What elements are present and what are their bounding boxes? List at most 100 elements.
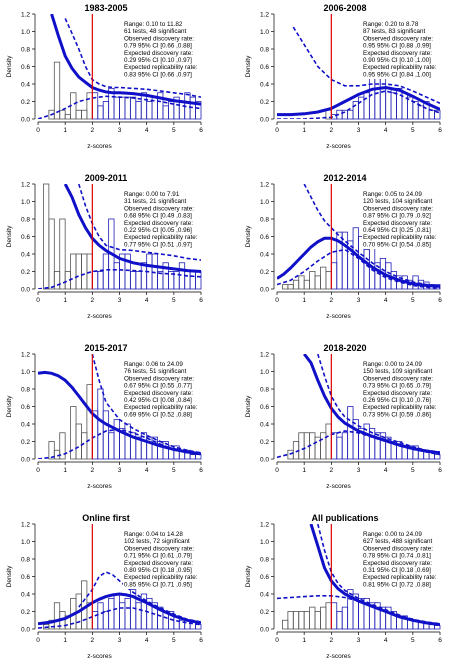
y-tick-label: 0.6 — [21, 64, 30, 71]
stats-line: 0.90 95% CI [0.10 ,1.00] — [363, 57, 431, 64]
panel-7: Online first 0 1 2 3 4 5 6 0.0 0.2 0.4 0.6 0.8 1.0 1.2… — [6, 513, 203, 660]
histogram-bar — [157, 271, 164, 290]
histogram-bar — [64, 114, 71, 120]
stats-line: 0.22 95% CI [0.05 ,0.96] — [124, 227, 192, 234]
stats-line: Range: 0.00 to 7.91 — [124, 191, 180, 198]
ci-lower-curve — [38, 95, 201, 119]
ci-lower-curve — [38, 269, 201, 289]
stats-line: Range: 0.00 to 24.09 — [363, 361, 422, 368]
y-tick-label: 1.2 — [21, 351, 30, 358]
y-tick-label: 1.0 — [260, 29, 269, 36]
histogram-bar — [102, 253, 110, 290]
y-tick-label: 0.6 — [21, 404, 30, 411]
stats-line: 150 tests, 109 significant — [363, 368, 433, 375]
histogram-bar — [309, 606, 316, 630]
histogram-bar — [113, 419, 120, 460]
stats-line: 0.83 95% CI [0.66 ,0.97] — [124, 71, 192, 78]
stats-line: Expected replicability rate: — [124, 574, 198, 581]
x-tick-label: 1 — [302, 637, 306, 644]
y-tick-label: 0.6 — [260, 574, 269, 581]
y-tick-label: 1.0 — [260, 199, 269, 206]
histogram-bar — [135, 101, 142, 120]
x-tick-label: 2 — [91, 127, 95, 134]
stats-line: 0.70 95% CI [0.54 ,0.85] — [363, 241, 431, 248]
histogram-bar — [53, 61, 61, 120]
x-tick-label: 0 — [36, 127, 40, 134]
x-tick-label: 4 — [145, 127, 149, 134]
histogram-bar — [379, 74, 387, 120]
y-axis-label: Density — [6, 565, 13, 587]
y-tick-label: 1.2 — [260, 181, 269, 188]
histogram-bar — [113, 593, 120, 630]
histogram-bar — [341, 109, 349, 120]
y-tick-label: 0.2 — [21, 269, 30, 276]
x-tick-label: 6 — [199, 637, 203, 644]
histogram-bar — [53, 271, 61, 290]
stats-line: 0.73 95% CI [0.59 ,0.86] — [363, 411, 431, 418]
y-tick-label: 0.4 — [21, 81, 30, 88]
stats-line: Observed discovery rate: — [363, 375, 433, 382]
x-tick-label: 1 — [63, 637, 67, 644]
ci-upper-curve — [64, 18, 201, 98]
histogram-bar — [434, 109, 441, 120]
stats-line: Range: 0.10 to 11.82 — [124, 21, 183, 28]
histogram-bar — [184, 271, 191, 290]
y-tick-label: 0.4 — [260, 251, 269, 258]
fitted-density-curve — [38, 370, 201, 456]
histogram-bar — [189, 454, 196, 460]
histogram-bar — [81, 109, 88, 120]
y-tick-label: 0.8 — [21, 556, 30, 563]
y-axis-label: Density — [6, 55, 13, 77]
x-tick-label: 6 — [199, 297, 203, 304]
x-tick-label: 0 — [275, 127, 279, 134]
histogram-bar — [91, 271, 99, 290]
stats-line: Expected replicability rate: — [363, 404, 437, 411]
y-tick-label: 0.0 — [21, 456, 30, 463]
histogram-bar — [178, 101, 186, 120]
stats-line: Range: 0.06 to 24.09 — [124, 361, 183, 368]
histogram-bar — [81, 432, 88, 460]
histogram-bar — [135, 271, 142, 290]
y-axis-label: Density — [245, 565, 252, 587]
histogram-bar — [75, 109, 82, 120]
y-tick-label: 0.4 — [21, 591, 30, 598]
y-tick-label: 1.2 — [260, 351, 269, 358]
histogram-bar — [91, 92, 99, 120]
histogram-bar — [195, 454, 202, 460]
stats-line: Expected discovery rate: — [363, 560, 432, 567]
x-tick-label: 3 — [357, 127, 361, 134]
stats-line: Observed discovery rate: — [124, 205, 194, 212]
ci-upper-curve — [317, 354, 440, 453]
histogram-bar — [341, 231, 349, 290]
stats-line: Observed discovery rate: — [363, 545, 433, 552]
x-tick-label: 5 — [411, 297, 415, 304]
histogram-bar — [396, 87, 403, 120]
stats-line: Expected replicability rate: — [363, 64, 437, 71]
x-axis-label: z-scores — [326, 313, 351, 320]
fitted-density-curve — [277, 85, 440, 117]
y-tick-label: 0.6 — [21, 234, 30, 241]
y-tick-label: 0.2 — [260, 609, 269, 616]
y-tick-label: 0.2 — [260, 269, 269, 276]
y-tick-label: 1.2 — [21, 181, 30, 188]
stats-line: Range: 0.20 to 8.78 — [363, 21, 419, 28]
stats-line: 0.95 95% CI [0.84 ,1.00] — [363, 71, 431, 78]
panel-1: 1983-2005 0 1 2 3 4 5 6 0.0 0.2 0.4 0.6 0.8 1.0 1.2 z-s… — [6, 3, 203, 150]
fitted-density-curve — [50, 14, 201, 106]
histogram-bar — [325, 423, 332, 460]
stats-line: 0.69 95% CI [0.52 ,0.88] — [124, 411, 192, 418]
stats-line: Observed discovery rate: — [363, 35, 433, 42]
x-tick-label: 2 — [91, 637, 95, 644]
y-tick-label: 0.4 — [21, 251, 30, 258]
x-tick-label: 3 — [357, 297, 361, 304]
histogram-bar — [97, 271, 104, 290]
x-tick-label: 6 — [438, 637, 442, 644]
panel-title: 2015-2017 — [84, 343, 127, 353]
x-tick-label: 2 — [330, 637, 334, 644]
y-tick-label: 0.0 — [260, 456, 269, 463]
stats-line: Expected discovery rate: — [363, 50, 432, 57]
stats-line: Observed discovery rate: — [124, 545, 194, 552]
x-tick-label: 2 — [91, 467, 95, 474]
x-tick-label: 5 — [172, 637, 176, 644]
